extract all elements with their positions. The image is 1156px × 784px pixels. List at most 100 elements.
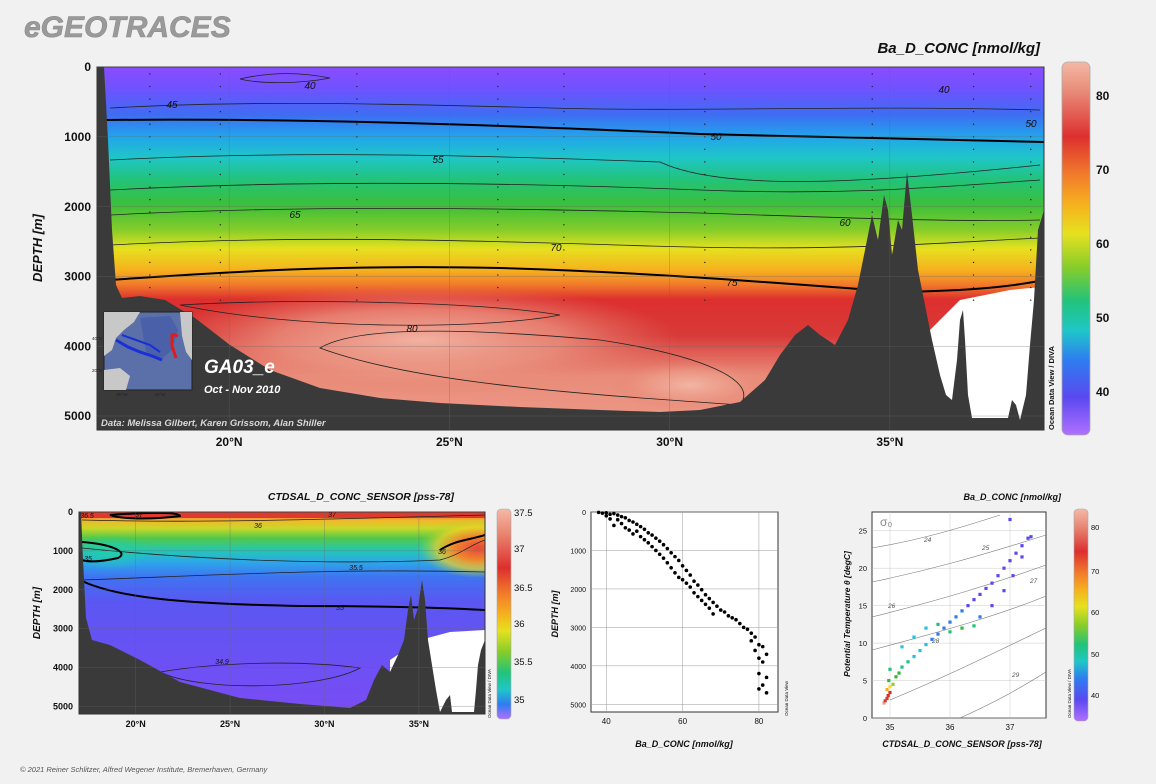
- station-sample-dot: [871, 148, 873, 151]
- section-date: Oct - Nov 2010: [204, 384, 281, 396]
- salinity-y-axis-label: DEPTH [m]: [32, 586, 43, 639]
- profile-point: [669, 565, 673, 570]
- profile-point: [715, 604, 719, 609]
- station-sample-dot: [1030, 123, 1032, 125]
- copyright-footer: © 2021 Reiner Schlitzer, Alfred Wegener …: [20, 765, 269, 774]
- profile-point: [631, 532, 635, 536]
- profile-point: [699, 598, 704, 603]
- station-sample-dot: [497, 261, 499, 264]
- ts-point: [888, 667, 892, 671]
- salinity-colorbar-tick: 35.5: [514, 657, 533, 668]
- station-sample-dot: [1030, 73, 1032, 75]
- station-sample-dot: [972, 224, 975, 226]
- main-contour-label: 40: [938, 85, 950, 96]
- profile-point: [757, 671, 761, 676]
- station-sample-dot: [149, 211, 151, 213]
- station-sample-dot: [219, 274, 222, 276]
- station-sample-dot: [149, 148, 151, 151]
- station-sample-dot: [356, 299, 358, 301]
- station-sample-dot: [563, 274, 565, 276]
- station-sample-dot: [1030, 161, 1032, 163]
- profile-point: [760, 660, 765, 664]
- station-sample-dot: [972, 274, 975, 276]
- station-sample-dot: [972, 85, 975, 88]
- station-sample-dot: [149, 186, 151, 188]
- station-sample-dot: [219, 73, 222, 75]
- profile-y-tick-label: 0: [582, 510, 586, 517]
- profile-point: [634, 529, 639, 534]
- station-sample-dot: [497, 123, 499, 125]
- inset-track-red-top: [171, 332, 179, 338]
- profile-point: [650, 544, 654, 549]
- ts-point: [960, 609, 964, 613]
- salinity-y-tick-label: 1000: [53, 546, 73, 556]
- salinity-x-tick-label: 30°N: [314, 719, 334, 729]
- profile-point: [696, 583, 700, 587]
- inset-map: 40°N 20°N 80°W 40°W: [92, 311, 193, 397]
- station-sample-dot: [356, 198, 358, 201]
- main-y-ticks: 0 1000 2000 3000 4000 5000: [64, 60, 91, 423]
- salinity-x-tick-label: 35°N: [409, 719, 429, 729]
- profile-point: [703, 592, 708, 597]
- station-sample-dot: [497, 211, 499, 213]
- station-sample-dot: [1030, 274, 1032, 276]
- profile-point: [657, 552, 662, 557]
- profile-point: [654, 548, 658, 553]
- main-y-tick-label: 5000: [64, 409, 91, 423]
- station-sample-dot: [972, 173, 975, 176]
- station-sample-dot: [563, 98, 565, 100]
- station-sample-dot: [497, 249, 499, 251]
- profile-point: [707, 606, 712, 610]
- station-sample-dot: [871, 186, 873, 188]
- ts-point: [924, 626, 928, 630]
- main-x-tick-label: 20°N: [216, 435, 243, 449]
- ts-y-tick-label: 15: [859, 602, 867, 611]
- station-sample-dot: [1030, 98, 1032, 100]
- inset-ocean-deep: [140, 316, 178, 360]
- salinity-x-tick-label: 20°N: [126, 719, 146, 729]
- profile-point: [612, 511, 616, 516]
- station-sample-dot: [704, 224, 706, 226]
- ts-point: [936, 632, 940, 636]
- profile-y-tick-label: 3000: [570, 625, 586, 632]
- profile-point: [760, 683, 765, 687]
- station-sample-dot: [704, 123, 706, 125]
- station-sample-dot: [871, 173, 873, 176]
- profile-y-tick-label: 2000: [570, 587, 586, 594]
- station-sample-dot: [563, 73, 565, 75]
- station-sample-dot: [704, 85, 706, 88]
- profile-point: [657, 539, 662, 544]
- main-x-ticks: 20°N 25°N 30°N 35°N: [216, 435, 904, 449]
- profile-point: [718, 608, 723, 612]
- station-sample-dot: [219, 161, 222, 163]
- profile-point: [604, 510, 609, 515]
- main-x-tick-label: 25°N: [436, 435, 463, 449]
- salinity-watermark: Ocean Data View / DIVA: [487, 669, 492, 718]
- station-sample-dot: [219, 198, 222, 201]
- profile-points: [596, 510, 769, 695]
- profile-point: [692, 590, 696, 595]
- station-sample-dot: [563, 236, 565, 239]
- profile-point: [612, 523, 616, 528]
- section-name: GA03_e: [204, 357, 275, 378]
- ts-x-tick-label: 35: [886, 723, 895, 732]
- profile-point: [661, 556, 666, 560]
- station-sample-dot: [1030, 186, 1032, 188]
- station-sample-dot: [497, 236, 499, 239]
- station-sample-dot: [1030, 236, 1032, 239]
- ts-y-tick-label: 25: [859, 527, 867, 536]
- station-sample-dot: [972, 186, 975, 188]
- station-sample-dot: [149, 85, 151, 88]
- station-sample-dot: [972, 261, 975, 264]
- station-sample-dot: [704, 274, 706, 276]
- profile-point: [741, 625, 746, 630]
- station-sample-dot: [497, 85, 499, 88]
- ts-point: [1020, 544, 1024, 548]
- station-sample-dot: [1030, 224, 1032, 226]
- brand-logo: eGEOTRACES: [24, 11, 231, 44]
- salinity-contour-label: 35: [84, 556, 92, 563]
- salinity-y-tick-label: 4000: [53, 663, 73, 673]
- ts-isopycnal-label: 27: [1029, 578, 1038, 585]
- station-sample-dot: [563, 148, 565, 151]
